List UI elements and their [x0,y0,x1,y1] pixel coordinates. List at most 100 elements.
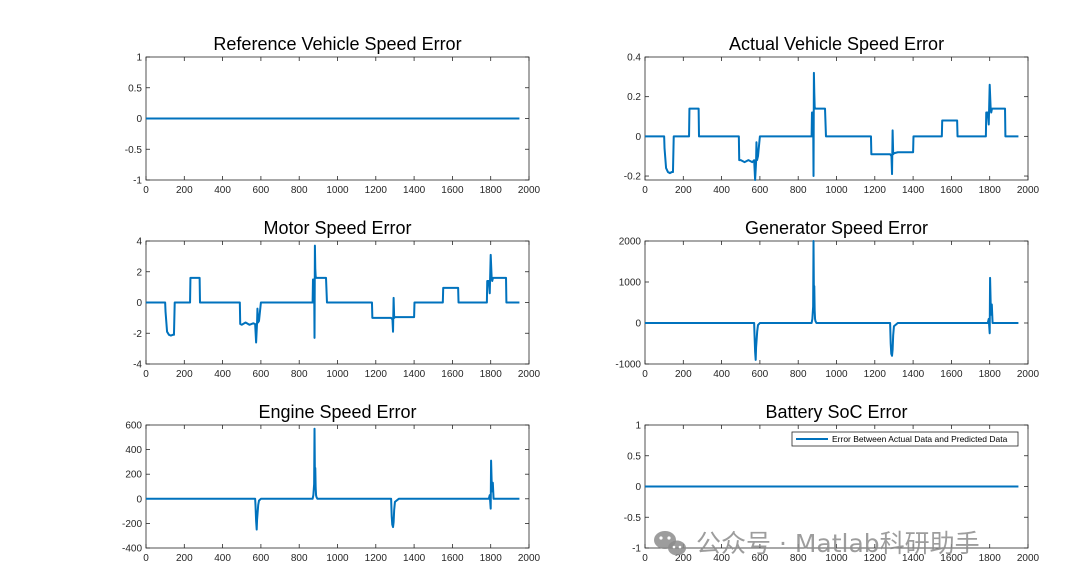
chart-title: Generator Speed Error [745,218,928,238]
y-tick-label: 2000 [619,237,642,248]
y-tick-label: -0.5 [125,145,143,156]
x-tick-label: 2000 [518,553,541,564]
x-tick-label: 200 [176,369,193,380]
x-tick-label: 1200 [365,553,388,564]
chart-title: Actual Vehicle Speed Error [729,34,944,54]
x-tick-label: 0 [642,185,648,196]
y-tick-label: -2 [133,329,142,340]
x-tick-label: 400 [713,553,730,564]
x-tick-label: 2000 [1017,185,1040,196]
x-tick-label: 600 [752,369,769,380]
x-tick-label: 1400 [902,185,925,196]
x-tick-label: 0 [143,369,149,380]
chart-title: Motor Speed Error [263,218,411,238]
series-line-error [645,240,1019,361]
axes-box [644,240,1029,365]
y-tick-label: -0.2 [624,172,642,183]
x-tick-label: 800 [790,553,807,564]
x-tick-label: 1800 [480,185,503,196]
x-tick-label: 2000 [518,185,541,196]
y-tick-label: 0.4 [627,53,641,64]
x-tick-label: 200 [176,185,193,196]
y-tick-label: 600 [125,421,142,432]
subplot-generator-speed-error: 0 200 400 600 800 1000 1200 1400 1600 1800 2000 -10… [615,218,1039,380]
chart-title: Battery SoC Error [765,402,907,422]
y-tick-label: -200 [122,519,142,530]
x-tick-label: 0 [642,553,648,564]
x-tick-label: 1200 [864,553,887,564]
watermark: 公众号 · Matlab科研助手 [654,529,980,558]
x-tick-label: 400 [713,185,730,196]
series-line-error [645,71,1019,181]
x-tick-label: 600 [752,553,769,564]
x-tick-label: 800 [790,185,807,196]
x-tick-label: 1200 [365,185,388,196]
y-tick-label: 1000 [619,278,642,289]
subplot-engine-speed-error: 0 200 400 600 800 1000 1200 1400 1600 1800 2000 -40… [122,402,541,564]
x-tick-label: 800 [291,185,308,196]
y-tick-label: 0.2 [627,92,641,103]
x-tick-label: 800 [291,553,308,564]
x-tick-label: 1600 [441,553,464,564]
y-tick-label: 0 [136,494,142,505]
x-tick-label: 1400 [403,553,426,564]
x-tick-label: 800 [291,369,308,380]
x-tick-label: 0 [143,185,149,196]
x-tick-label: 1600 [441,185,464,196]
y-tick-label: -400 [122,544,142,555]
chart-title: Engine Speed Error [258,402,416,422]
x-tick-label: 1000 [326,553,349,564]
x-tick-label: 1800 [979,185,1002,196]
y-tick-label: 0 [635,482,641,493]
x-tick-label: 200 [675,553,692,564]
x-tick-label: 1000 [326,185,349,196]
x-tick-label: 2000 [1017,553,1040,564]
x-tick-label: 200 [176,553,193,564]
series-line-error [146,244,520,344]
watermark-text: 公众号 · Matlab科研助手 [696,529,980,558]
x-tick-label: 1200 [864,369,887,380]
axes-box [644,56,1029,181]
y-tick-label: 200 [125,470,142,481]
x-tick-label: 1200 [365,369,388,380]
axes-box [145,424,530,549]
x-tick-label: 600 [253,369,270,380]
y-tick-label: -0.5 [624,513,642,524]
y-tick-label: -1 [133,176,142,187]
x-tick-label: 2000 [1017,369,1040,380]
y-tick-label: 0 [635,319,641,330]
x-tick-label: 600 [253,553,270,564]
y-tick-label: 4 [136,237,142,248]
x-tick-label: 1400 [902,369,925,380]
x-tick-label: 1400 [403,185,426,196]
y-tick-label: -4 [133,360,142,371]
y-tick-label: 1 [635,421,641,432]
x-tick-label: 1600 [441,369,464,380]
x-tick-label: 1200 [864,185,887,196]
x-tick-label: 0 [642,369,648,380]
legend-label: Error Between Actual Data and Predicted … [832,434,1008,444]
x-tick-label: 1800 [480,369,503,380]
legend: Error Between Actual Data and Predicted … [791,431,1019,447]
subplot-grid: 0 200 400 600 800 1000 1200 1400 1600 1800 2000-1-… [122,34,1040,564]
x-tick-label: 400 [214,369,231,380]
series-line-error [146,427,520,531]
x-tick-label: 800 [790,369,807,380]
x-tick-label: 1000 [825,369,848,380]
y-tick-label: 0 [136,114,142,125]
x-tick-label: 1600 [940,185,963,196]
x-tick-label: 1000 [326,369,349,380]
chart-title: Reference Vehicle Speed Error [213,34,461,54]
y-tick-label: 0.5 [627,451,641,462]
x-tick-label: 1400 [403,369,426,380]
y-tick-label: 1 [136,53,142,64]
x-tick-label: 400 [214,553,231,564]
x-tick-label: 400 [713,369,730,380]
x-tick-label: 1800 [979,553,1002,564]
y-tick-label: -1 [632,544,641,555]
y-tick-label: 0 [136,298,142,309]
x-tick-label: 1800 [480,553,503,564]
y-tick-label: 0 [635,132,641,143]
x-tick-label: 1000 [825,553,848,564]
